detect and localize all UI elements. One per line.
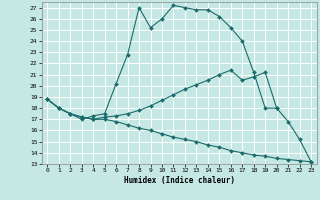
X-axis label: Humidex (Indice chaleur): Humidex (Indice chaleur) (124, 176, 235, 185)
